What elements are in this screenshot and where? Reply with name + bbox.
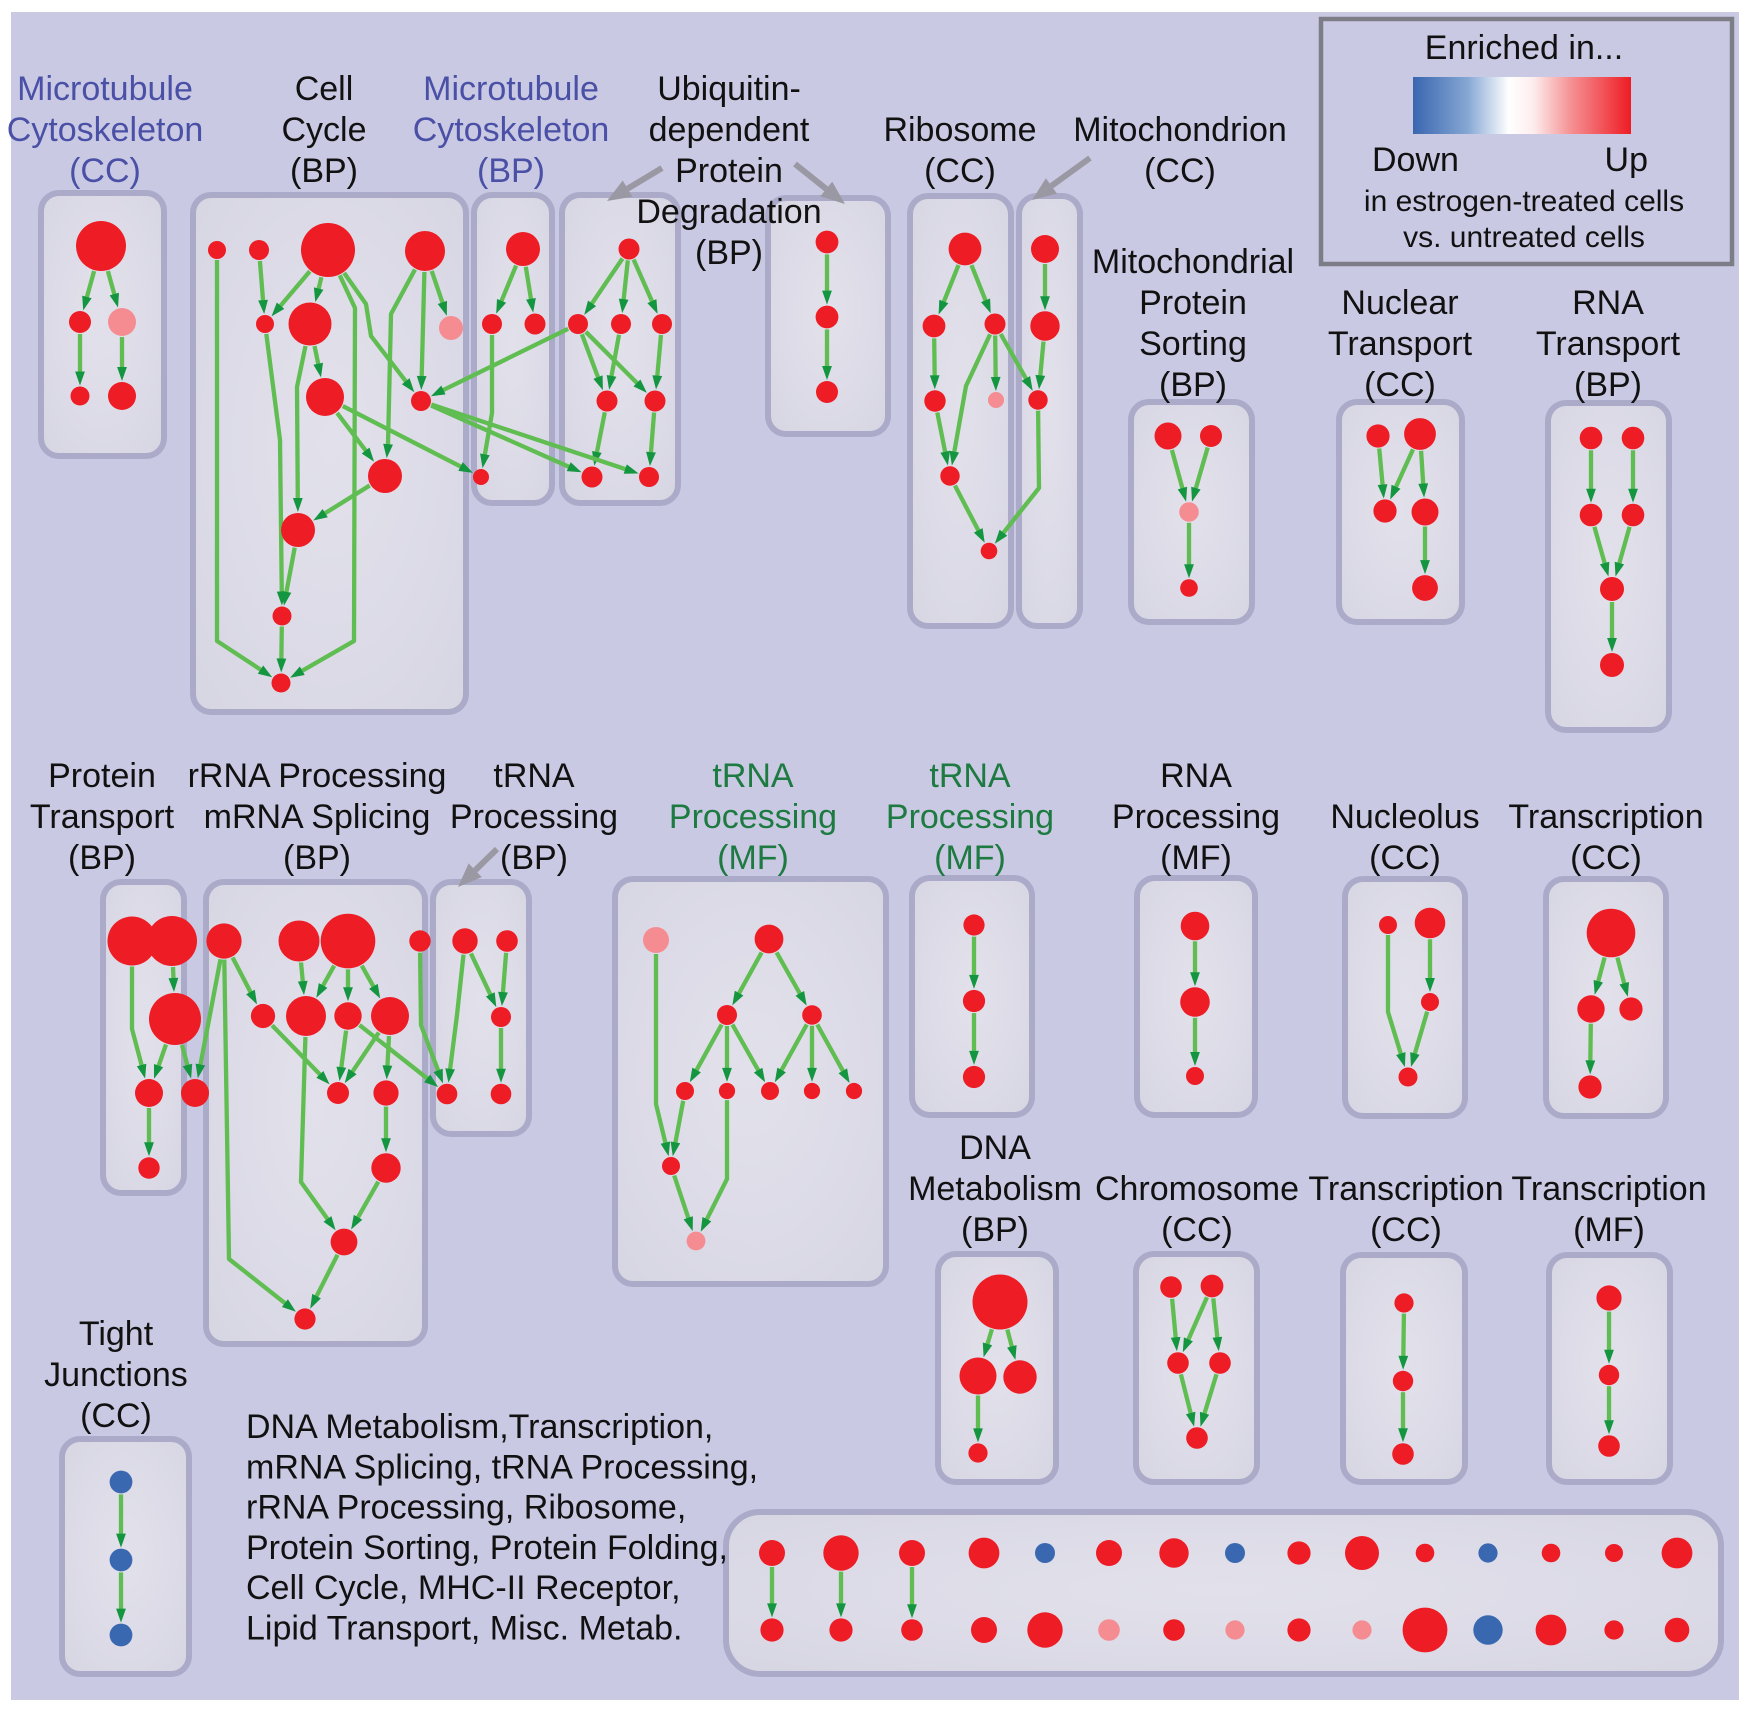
svg-text:Transcription(CC): Transcription (CC) (1508, 798, 1703, 877)
svg-text:DNA Metabolism,Transcription,m: DNA Metabolism,Transcription, mRNA Splici… (246, 1408, 758, 1648)
svg-text:Down: Down (1372, 141, 1459, 179)
svg-text:Nucleolus(CC): Nucleolus (CC) (1330, 798, 1479, 877)
svg-text:Mitochondrion(CC): Mitochondrion (CC) (1073, 111, 1287, 190)
svg-text:in estrogen-treated cells: in estrogen-treated cells (1364, 185, 1684, 218)
svg-text:Ribosome(CC): Ribosome (CC) (883, 111, 1036, 190)
svg-text:Chromosome(CC): Chromosome (CC) (1095, 1170, 1299, 1249)
svg-text:Transcription(CC): Transcription (CC) (1308, 1170, 1503, 1249)
svg-text:vs. untreated cells: vs. untreated cells (1403, 221, 1645, 254)
svg-text:Enriched in...: Enriched in... (1425, 29, 1623, 67)
svg-text:Up: Up (1605, 141, 1648, 179)
svg-text:Transcription(MF): Transcription (MF) (1511, 1170, 1706, 1249)
